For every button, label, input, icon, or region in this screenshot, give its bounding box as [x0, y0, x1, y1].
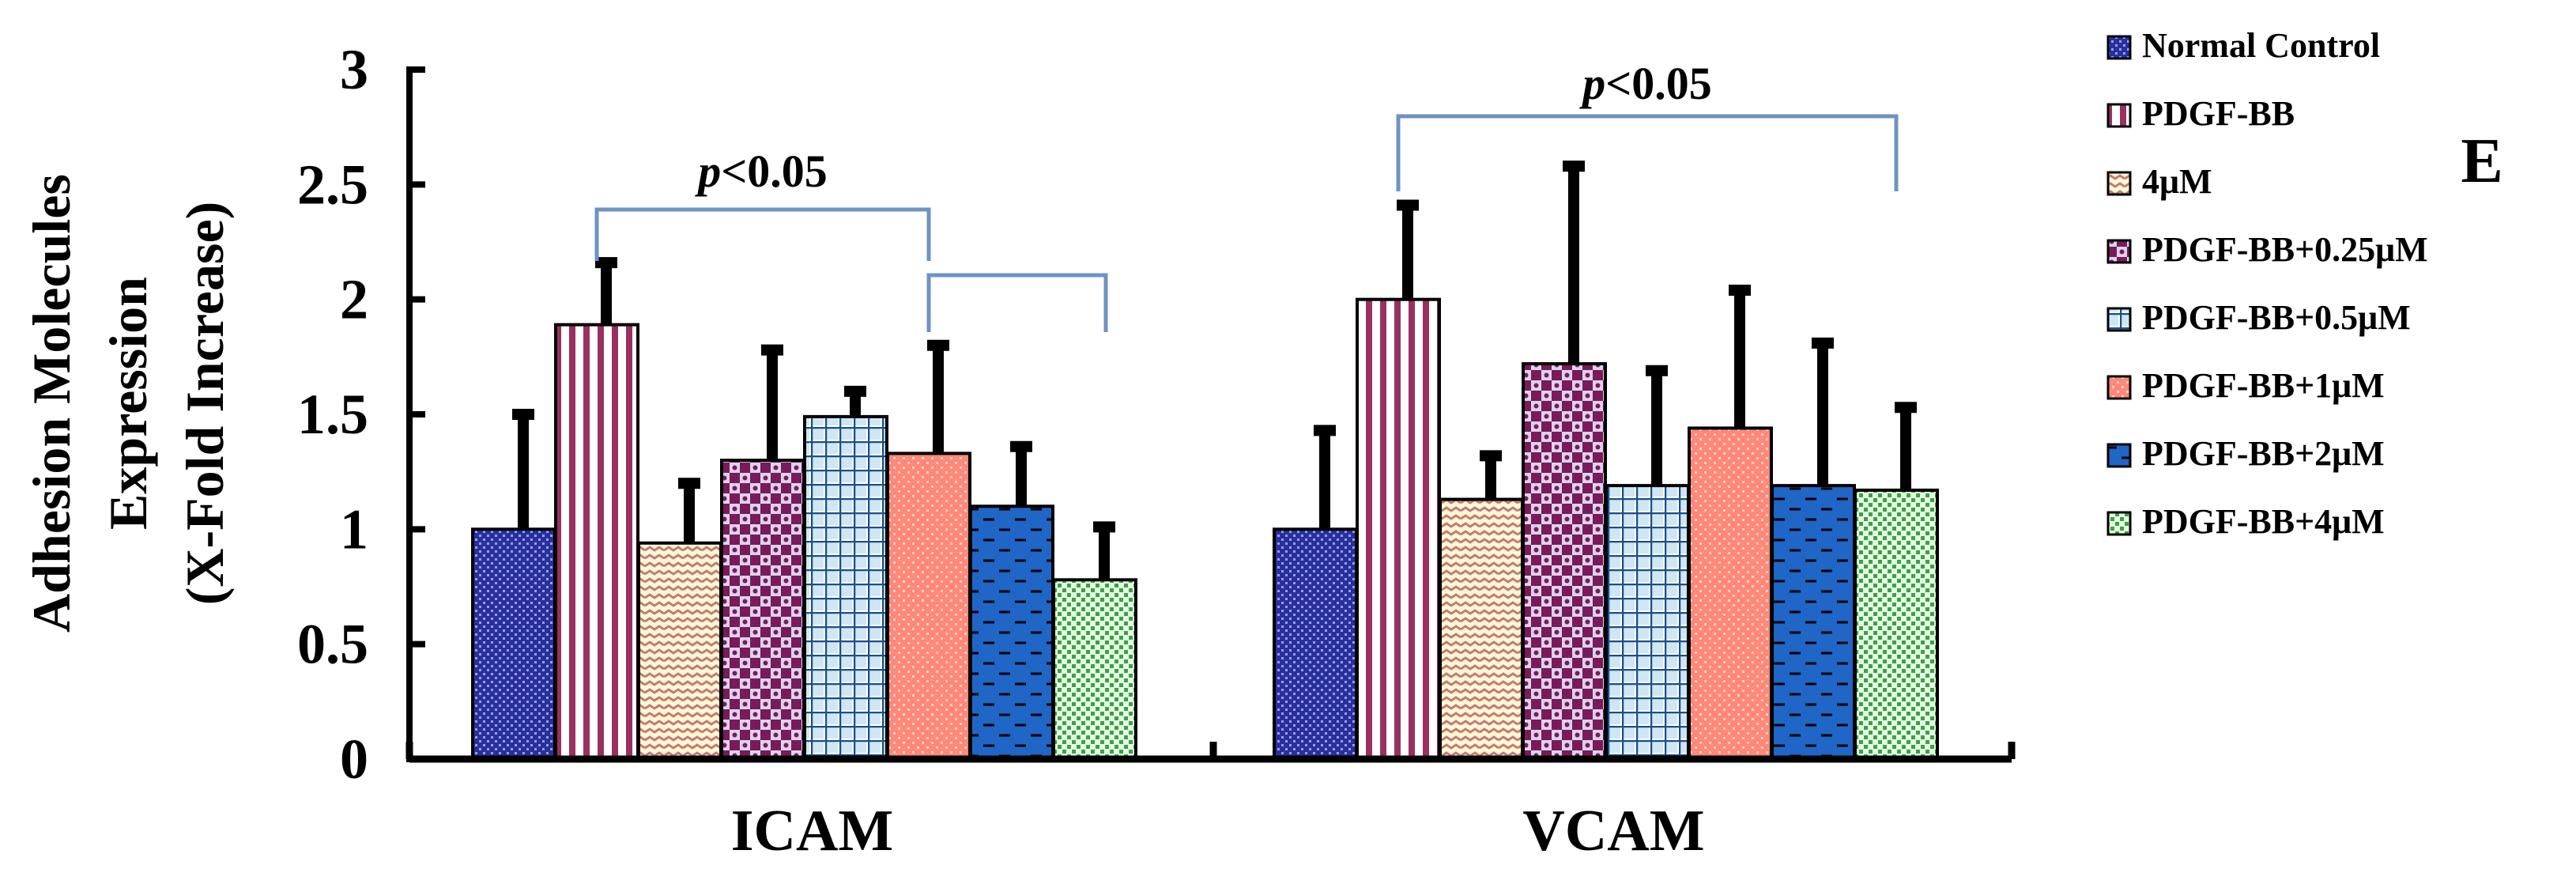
bar-icam-2 — [637, 541, 722, 761]
panel-label: E — [2461, 127, 2502, 196]
legend-swatch-1 — [2106, 103, 2132, 128]
y-tick-label-6: 3 — [340, 38, 368, 101]
legend-label-1: PDGF-BB — [2142, 94, 2295, 133]
bar-vcam-2 — [1439, 497, 1524, 761]
bar-vcam-6 — [1771, 484, 1856, 761]
y-tick-label-3: 1.5 — [297, 383, 368, 446]
legend: Normal Control PDGF-BB 4μM PDGF-BB+0.25μM PD… — [2106, 26, 2428, 541]
significance-label-text-0: <0.05 — [721, 145, 828, 197]
y-axis-title-line-3: (X-Fold Increase) — [175, 202, 235, 606]
legend-swatch-4 — [2106, 307, 2132, 332]
bar-vcam-1 — [1356, 297, 1441, 761]
category-labels: ICAM VCAM — [731, 799, 1705, 863]
y-axis-title: Adhesion Molecules Expression (X-Fold In… — [21, 174, 235, 633]
legend-label-6: PDGF-BB+2μM — [2142, 434, 2385, 473]
legend-swatch-3 — [2106, 239, 2132, 264]
y-axis-title-line-1: Adhesion Molecules — [21, 174, 81, 633]
legend-label-2: 4μM — [2142, 162, 2212, 201]
significance-label-text-2: <0.05 — [1605, 58, 1712, 109]
legend-swatch-7 — [2106, 511, 2132, 536]
significance-label-italic-2: p — [1578, 58, 1605, 109]
legend-label-7: PDGF-BB+4μM — [2142, 502, 2385, 541]
legend-label-0: Normal Control — [2142, 26, 2380, 65]
y-tick-label-1: 0.5 — [297, 613, 368, 676]
axes — [405, 66, 2016, 763]
legend-swatch-0 — [2106, 35, 2132, 60]
significance-label-0: p<0.05 — [694, 145, 828, 197]
significance-brackets: p<0.05p<0.05 — [594, 58, 1899, 332]
bar-vcam-4 — [1605, 484, 1690, 761]
legend-label-4: PDGF-BB+0.5μM — [2142, 298, 2411, 337]
y-tick-label-2: 1 — [340, 497, 368, 561]
legend-swatch-6 — [2106, 443, 2132, 468]
legend-label-5: PDGF-BB+1μM — [2142, 366, 2385, 405]
bar-vcam-5 — [1688, 426, 1773, 761]
bar-vcam-0 — [1273, 527, 1358, 761]
significance-label-italic-0: p — [694, 145, 721, 197]
bar-icam-4 — [803, 414, 888, 761]
significance-bracket-2 — [1396, 114, 1899, 191]
significance-bracket-1 — [926, 273, 1108, 332]
bar-vcam-7 — [1854, 488, 1939, 761]
legend-swatch-2 — [2106, 171, 2132, 196]
bar-vcam-3 — [1522, 362, 1607, 761]
y-tick-label-5: 2.5 — [297, 153, 368, 216]
bar-icam-6 — [969, 504, 1054, 761]
y-tick-label-4: 2 — [340, 268, 368, 331]
category-label-vcam: VCAM — [1522, 799, 1704, 863]
bar-icam-1 — [554, 323, 639, 761]
y-axis-title-line-2: Expression — [98, 277, 158, 530]
legend-swatch-5 — [2106, 375, 2132, 400]
significance-bracket-0 — [594, 207, 931, 261]
y-tick-label-0: 0 — [340, 727, 368, 791]
bar-icam-5 — [886, 452, 971, 761]
bar-icam-3 — [720, 459, 805, 761]
significance-label-2: p<0.05 — [1578, 58, 1712, 109]
error-bars — [512, 161, 1917, 580]
bar-icam-0 — [471, 527, 556, 761]
legend-label-3: PDGF-BB+0.25μM — [2142, 230, 2428, 269]
bar-icam-7 — [1052, 578, 1137, 761]
bars — [471, 297, 1939, 761]
y-axis-ticks: 0 0.5 1 1.5 2 2.5 3 — [297, 38, 425, 791]
category-label-icam: ICAM — [731, 799, 894, 863]
